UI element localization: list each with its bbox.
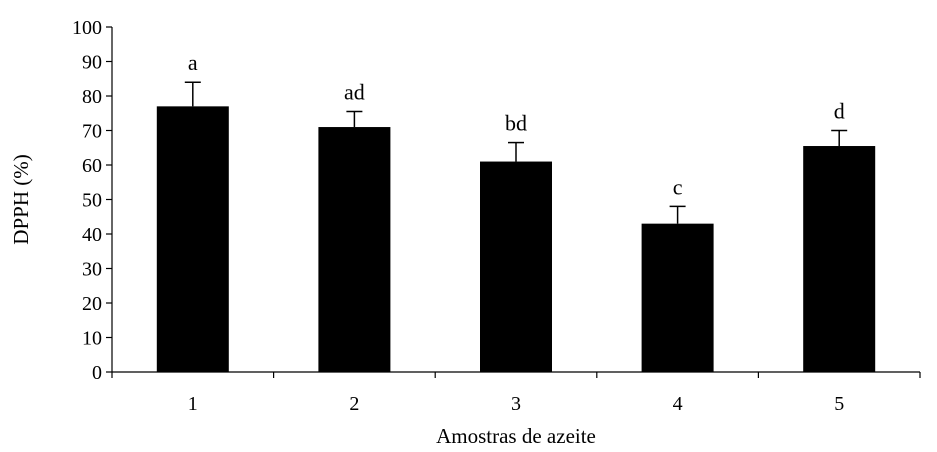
y-axis-label: DPPH (%) (9, 154, 33, 244)
y-tick-label: 80 (82, 86, 102, 108)
y-tick-label: 100 (72, 17, 102, 39)
significance-label: bd (505, 111, 527, 136)
y-tick-label: 60 (82, 155, 102, 177)
y-tick-label: 10 (82, 328, 102, 350)
x-axis-label: Amostras de azeite (436, 424, 596, 448)
bar (480, 161, 552, 372)
y-tick-label: 30 (82, 259, 102, 281)
x-tick-label: 2 (349, 393, 359, 415)
y-tick-label: 90 (82, 52, 102, 74)
significance-label: a (188, 50, 198, 75)
bar (156, 106, 229, 372)
bar (641, 223, 714, 372)
y-tick-label: 50 (82, 190, 102, 212)
x-tick-label: 5 (834, 393, 844, 415)
significance-label: c (673, 174, 683, 199)
y-axis: 0 10 20 30 40 50 60 70 80 90 100 (72, 17, 113, 384)
significance-label: d (834, 99, 845, 124)
bar (803, 146, 876, 372)
bars: a ad bd c d (156, 50, 876, 372)
x-tick-label: 1 (188, 393, 198, 415)
y-tick-label: 70 (82, 121, 102, 143)
x-tick-label: 3 (511, 393, 521, 415)
bar (318, 127, 391, 372)
y-tick-label: 0 (92, 362, 102, 384)
y-tick-label: 40 (82, 224, 102, 246)
x-axis: 1 2 3 4 5 (111, 371, 921, 415)
x-tick-label: 4 (673, 393, 683, 415)
y-tick-label: 20 (82, 293, 102, 315)
significance-label: ad (344, 80, 365, 105)
